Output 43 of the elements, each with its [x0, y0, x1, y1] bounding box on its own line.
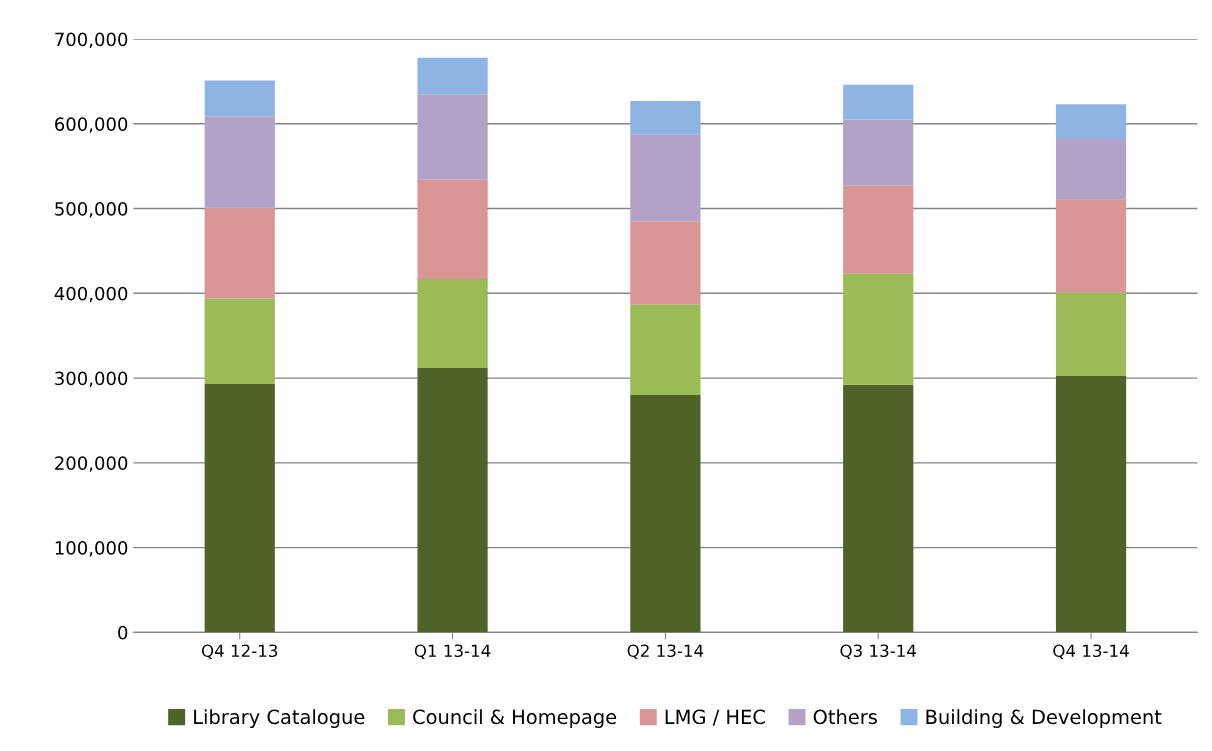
bar — [630, 221, 701, 305]
x-tick-label: Q3 13-14 — [840, 644, 916, 659]
legend-label: Others — [813, 709, 877, 725]
y-tick-label: 0 — [118, 625, 128, 640]
bar — [417, 94, 488, 180]
bar — [1055, 292, 1127, 376]
y-tick-label: 100,000 — [55, 541, 128, 557]
bar — [204, 207, 275, 299]
bar — [1055, 104, 1127, 140]
bar — [417, 278, 488, 368]
legend-label: Council & Homepage — [413, 709, 617, 728]
bar — [417, 367, 488, 633]
y-tick-label: 700,000 — [55, 32, 128, 49]
y-tick-label: 500,000 — [55, 202, 128, 218]
y-tick-label: 300,000 — [55, 371, 128, 388]
bar — [843, 384, 914, 633]
bar — [417, 57, 488, 95]
bar — [630, 100, 701, 135]
bar — [843, 119, 914, 186]
bar — [204, 384, 275, 633]
bar — [843, 185, 914, 274]
x-tick-label: Q1 13-14 — [414, 644, 491, 659]
bar — [204, 80, 275, 117]
bar — [630, 304, 701, 396]
y-tick-label: 200,000 — [55, 456, 128, 472]
bar — [843, 273, 914, 385]
bar — [630, 134, 701, 222]
bar — [1055, 199, 1127, 293]
x-tick-label: Q4 12-13 — [201, 644, 278, 659]
legend-label: Building & Development — [926, 709, 1162, 728]
bar — [1055, 139, 1127, 200]
legend-label: Library Catalogue — [194, 709, 365, 728]
legend-label: LMG / HEC — [665, 709, 765, 726]
x-tick-label: Q4 13-14 — [1053, 644, 1129, 659]
y-tick-label: 600,000 — [55, 117, 128, 133]
bar — [843, 84, 914, 120]
bar — [1055, 375, 1127, 633]
bar — [630, 395, 701, 633]
bar — [204, 116, 275, 208]
x-tick-label: Q2 13-14 — [627, 644, 704, 659]
bar — [417, 179, 488, 279]
y-tick-label: 400,000 — [54, 286, 128, 303]
bar — [204, 298, 275, 385]
